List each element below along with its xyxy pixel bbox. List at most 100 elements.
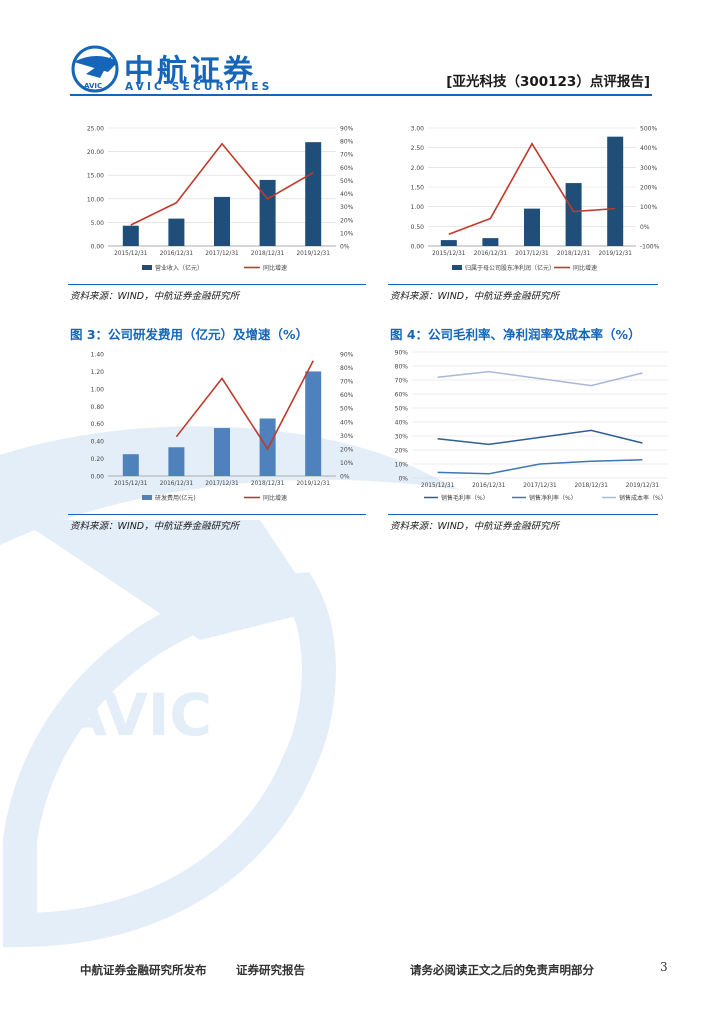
x-tick-label: 2019/12/31: [626, 483, 660, 489]
growth-line: [175, 360, 314, 451]
report-tag: [亚光科技（300123）点评报告]: [446, 74, 650, 90]
x-tick-label: 2018/12/31: [557, 251, 591, 257]
bar: [122, 225, 139, 246]
footer-report-type: 证券研究报告: [236, 963, 305, 977]
y-tick-label: 50%: [395, 406, 409, 413]
y-tick-label: 20%: [395, 448, 409, 455]
chart-rd-expense: 0.00 0.20 0.40 0.60 0.80 1.00 1.20 1.40 0% 10% 20%…: [91, 352, 354, 503]
bar: [122, 454, 139, 476]
source-rule-2: [388, 284, 658, 285]
chart-margins: 0% 10% 20% 30% 40% 50% 60% 70% 80% 90% 2015/12/31 2…: [395, 350, 668, 502]
y-tick-label-left: 1.40: [91, 352, 105, 359]
y-tick-label: 90%: [395, 350, 409, 357]
avic-logo: AVIC: [71, 45, 119, 93]
y-tick-label: 0%: [398, 476, 408, 483]
x-tick-label: 2018/12/31: [251, 251, 285, 257]
y-tick-label-right: 80%: [340, 365, 354, 372]
source-note-3: 资料来源：WIND，中航证券金融研究所: [70, 521, 240, 532]
x-tick-label: 2017/12/31: [205, 481, 239, 487]
y-tick-label: 70%: [395, 378, 409, 385]
x-tick-label: 2016/12/31: [160, 251, 194, 257]
watermark-text: AVIC: [62, 681, 212, 749]
bar: [305, 142, 322, 246]
y-tick-label-left: 1.50: [411, 185, 425, 192]
legend-label-bar: 研发费用(亿元): [155, 494, 196, 502]
y-tick-label-left: 0.00: [91, 474, 105, 481]
legend-label-line: 同比增速: [573, 264, 597, 272]
figure-3-title: 图 3：公司研发费用（亿元）及增速（%）: [70, 327, 309, 342]
x-tick-label: 2015/12/31: [432, 251, 466, 257]
series-line: [437, 370, 643, 387]
y-tick-label-right: 500%: [640, 126, 657, 133]
footer-disclaimer: 请务必阅读正文之后的免责声明部分: [410, 963, 594, 977]
y-tick-label-left: 1.00: [91, 386, 105, 393]
bar: [565, 183, 582, 246]
bar: [214, 428, 230, 476]
y-tick-label-right: 70%: [340, 152, 354, 159]
chart-net-profit: 0.00 0.50 1.00 1.50 2.00 2.50 3.00 -100% 0% 100% 2…: [411, 126, 660, 273]
legend-label: 销售毛利率（%）: [441, 494, 489, 502]
x-tick-label: 2017/12/31: [523, 483, 557, 489]
y-tick-label: 80%: [395, 364, 409, 371]
y-tick-label-left: 0.00: [91, 244, 105, 251]
bar: [440, 240, 457, 246]
y-tick-label-right: 50%: [340, 406, 354, 413]
y-tick-label-left: 0.50: [411, 224, 425, 231]
source-rule-4: [388, 514, 658, 515]
bar: [607, 136, 624, 246]
chart-revenue: 0.00 5.00 10.00 15.00 20.00 25.00 0% 10% 20% 30% 4…: [87, 126, 354, 273]
source-rule-1: [68, 284, 366, 285]
y-tick-label-left: 25.00: [87, 126, 104, 133]
x-tick-label: 2019/12/31: [598, 251, 632, 257]
y-tick-label-left: 15.00: [87, 173, 104, 180]
y-tick-label-right: 30%: [340, 433, 354, 440]
growth-line: [448, 142, 616, 235]
y-tick-label: 10%: [395, 462, 409, 469]
legend-label-line: 同比增速: [263, 264, 287, 272]
header-rule: [70, 94, 652, 96]
logo-plane-icon: [86, 56, 112, 78]
x-tick-label: 2015/12/31: [421, 483, 455, 489]
y-tick-label-right: 20%: [340, 446, 354, 453]
bar: [482, 238, 499, 246]
y-tick-label-right: 200%: [640, 185, 657, 192]
y-tick-label: 30%: [395, 434, 409, 441]
legend-swatch-bar: [142, 495, 152, 500]
footer-publisher: 中航证券金融研究所发布: [80, 963, 207, 977]
y-tick-label-right: 0%: [340, 244, 350, 251]
logo-text: AVIC: [84, 82, 102, 90]
x-tick-label: 2017/12/31: [515, 251, 549, 257]
y-tick-label-left: 0.00: [411, 244, 425, 251]
bar: [524, 208, 540, 246]
x-tick-label: 2016/12/31: [474, 251, 508, 257]
series-line: [437, 429, 643, 446]
y-tick-label-right: 20%: [340, 217, 354, 224]
x-tick-label: 2018/12/31: [574, 483, 608, 489]
y-tick-label-right: 0%: [340, 474, 350, 481]
y-tick-label-right: 100%: [640, 204, 657, 211]
brand-name-en: AVIC SECURITIES: [125, 81, 273, 93]
y-tick-label-left: 2.00: [411, 165, 425, 172]
x-tick-label: 2015/12/31: [114, 481, 148, 487]
y-tick-label-left: 2.50: [411, 145, 425, 152]
x-tick-label: 2018/12/31: [251, 481, 285, 487]
y-tick-label-right: 60%: [340, 392, 354, 399]
logo-ring: [71, 45, 119, 93]
y-tick-label-left: 0.80: [91, 404, 105, 411]
x-tick-label: 2016/12/31: [160, 481, 194, 487]
y-tick-label-right: -100%: [640, 244, 660, 251]
bar: [168, 447, 185, 476]
source-note-1: 资料来源：WIND，中航证券金融研究所: [70, 291, 240, 302]
source-note-4: 资料来源：WIND，中航证券金融研究所: [390, 521, 560, 532]
legend-swatch-bar: [452, 265, 462, 270]
watermark-swirl-shape: [0, 426, 460, 545]
y-tick-label-right: 400%: [640, 145, 657, 152]
bar: [305, 371, 322, 476]
y-tick-label-right: 70%: [340, 379, 354, 386]
bar: [214, 196, 230, 246]
y-tick-label-left: 20.00: [87, 149, 104, 156]
x-tick-label: 2019/12/31: [296, 251, 330, 257]
x-tick-label: 2015/12/31: [114, 251, 148, 257]
figure-4-title: 图 4：公司毛利率、净利润率及成本率（%）: [390, 327, 641, 342]
